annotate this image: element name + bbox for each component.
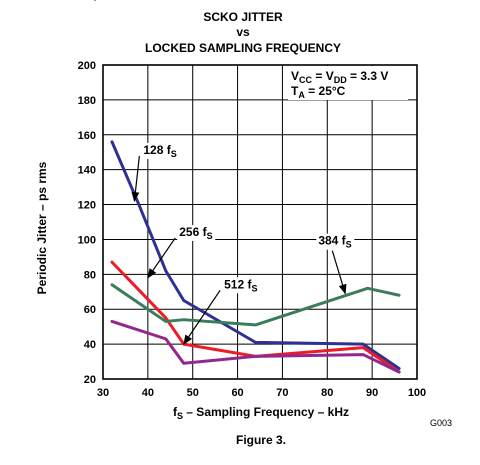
series-callout-arrow-128 xyxy=(131,155,140,203)
series-callout-arrow-256 xyxy=(147,237,176,279)
chart-title: SCKO JITTER vs LOCKED SAMPLING FREQUENCY xyxy=(145,10,341,55)
series-label-bg-128 xyxy=(141,142,180,159)
x-tick-label: 100 xyxy=(408,387,426,399)
conditions-bg xyxy=(288,66,408,100)
conditions-temperature: TA = 25°C xyxy=(291,84,346,100)
title-line-3: LOCKED SAMPLING FREQUENCY xyxy=(145,41,341,55)
x-tick-label: 50 xyxy=(187,387,199,399)
series-label-256: 256 fS xyxy=(179,225,212,241)
y-tick-label: 20 xyxy=(84,374,96,386)
title-line-1: SCKO JITTER xyxy=(203,10,283,24)
series-line-512 xyxy=(110,319,401,374)
y-tick-label: 60 xyxy=(84,304,96,316)
x-tick-label: 40 xyxy=(142,387,154,399)
x-tick-label: 30 xyxy=(97,387,109,399)
y-axis-label: Periodic Jitter – ps rms xyxy=(35,161,49,294)
y-tick-label: 140 xyxy=(78,165,96,177)
x-tick-label: 60 xyxy=(231,387,243,399)
x-axis-label: fS – Sampling Frequency – kHz xyxy=(173,405,349,421)
series-line-256 xyxy=(110,260,401,374)
y-tick-label: 120 xyxy=(78,200,96,212)
y-tick-label: 100 xyxy=(78,234,96,246)
series-label-bg-384 xyxy=(316,233,355,250)
plot-frame xyxy=(102,64,418,380)
series-line-384 xyxy=(110,283,401,327)
series-label-512: 512 fS xyxy=(224,277,257,293)
y-tick-label: 80 xyxy=(84,269,96,281)
x-tick-label: 90 xyxy=(366,387,378,399)
x-tick-label: 80 xyxy=(321,387,333,399)
title-line-2: vs xyxy=(236,25,250,39)
conditions-vcc-vdd: VCC = VDD = 3.3 V xyxy=(291,69,388,85)
series-label-384: 384 fS xyxy=(318,234,351,250)
series-line-128 xyxy=(110,140,401,371)
y-tick-label: 200 xyxy=(78,60,96,72)
x-tick-label: 70 xyxy=(276,387,288,399)
series-callout-arrow-384 xyxy=(331,250,347,295)
series-label-128: 128 fS xyxy=(143,143,176,159)
series-label-bg-256 xyxy=(177,224,216,241)
y-tick-label: 40 xyxy=(84,339,96,351)
series-label-bg-512 xyxy=(222,277,261,294)
figure-caption: Figure 3. xyxy=(236,433,286,447)
series-callout-arrow-512 xyxy=(183,289,221,345)
plot-area: 30 40 50 60 70 80 90 100 20 40 60 80 100 120 140 160 180… xyxy=(35,60,452,447)
y-tick-label: 160 xyxy=(78,130,96,142)
top-fragment: ( xyxy=(92,0,96,1)
figure-code: G003 xyxy=(430,418,452,428)
y-tick-label: 180 xyxy=(78,95,96,107)
